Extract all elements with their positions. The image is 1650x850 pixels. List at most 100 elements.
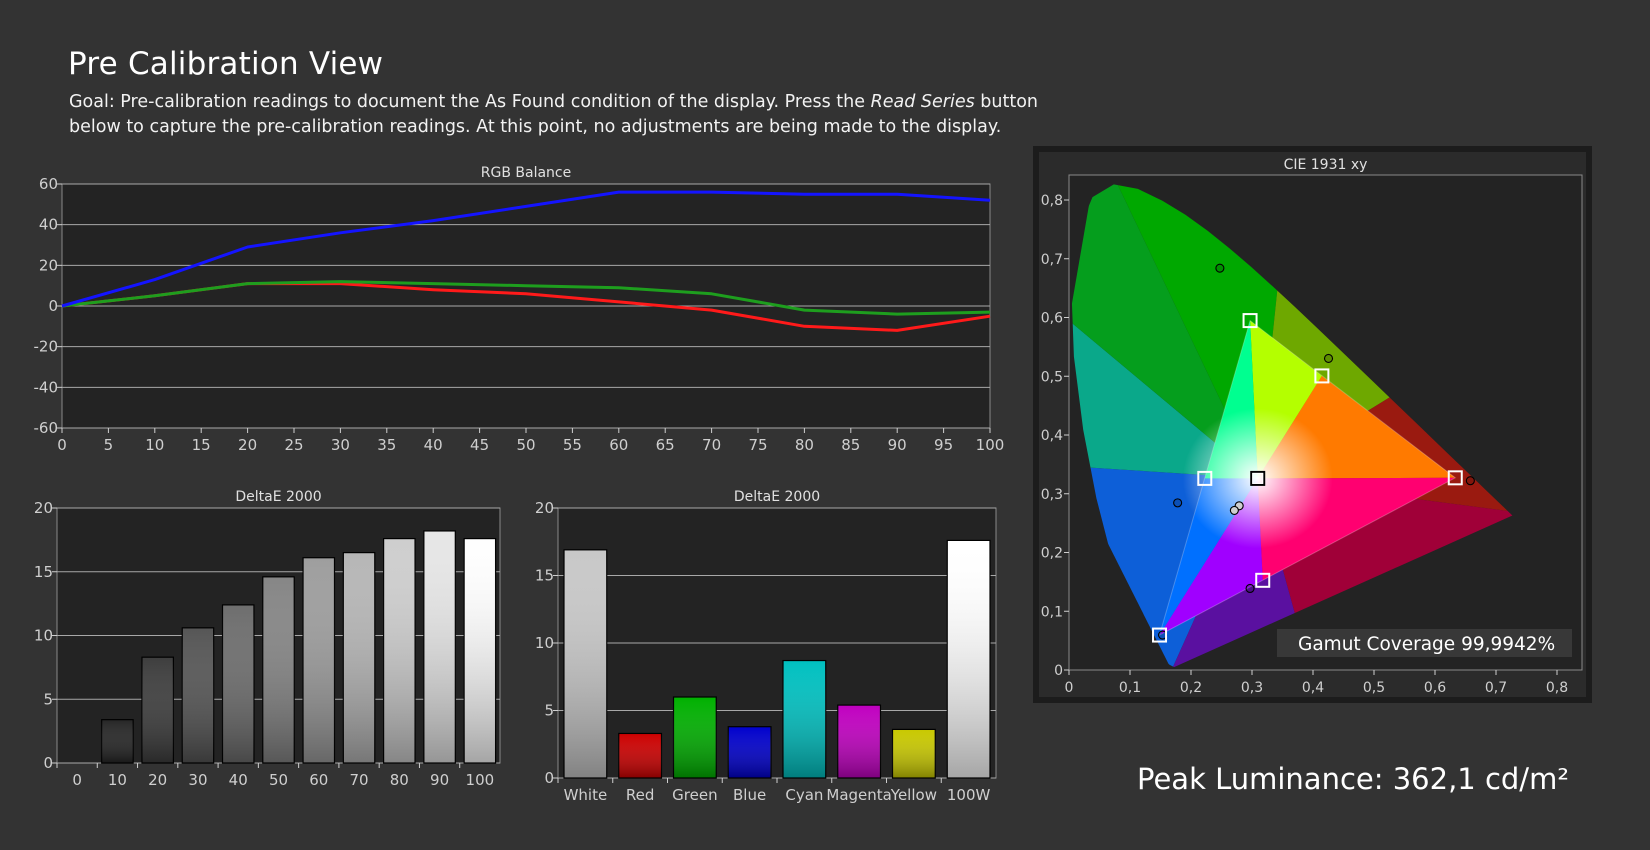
grayscale-x-tick-label: 70 [349, 771, 368, 789]
colors-bar-shade [892, 729, 936, 778]
colors-x-tick-label: Cyan [785, 786, 823, 804]
cie-y-tick-label: 0,3 [1041, 487, 1063, 503]
cie-y-tick-label: 0,7 [1041, 252, 1063, 268]
grayscale-y-tick-label: 10 [34, 627, 53, 645]
cie-target-point [1447, 470, 1463, 486]
colors-bar-shade [728, 726, 771, 778]
rgb-x-tick-label: 10 [145, 436, 164, 454]
grayscale-x-tick-label: 0 [72, 771, 82, 789]
gamut-coverage-text: Gamut Coverage 99,9942% [1298, 634, 1555, 655]
grayscale-x-tick-label: 50 [269, 771, 288, 789]
grayscale-bar-shade [423, 530, 456, 763]
goal-emphasis: Read Series [870, 92, 975, 112]
grayscale-bar-shade [141, 657, 174, 763]
colors-x-tick-label: White [564, 786, 608, 804]
colors-bar-shade [947, 540, 990, 778]
colors-x-tick-label: 100W [947, 786, 991, 804]
peak-luminance: Peak Luminance: 362,1 cd/m² [1137, 762, 1569, 796]
colors-y-tick-label: 10 [535, 634, 554, 652]
gamut-coverage-box [1277, 629, 1572, 657]
cie-y-tick-label: 0,8 [1041, 193, 1063, 209]
rgb-x-tick-label: 50 [516, 436, 535, 454]
cie-x-tick-label: 0,6 [1424, 680, 1446, 696]
grayscale-x-tick-label: 60 [309, 771, 328, 789]
cie-y-tick-label: 0,4 [1041, 428, 1063, 444]
colors-x-tick-label: Yellow [890, 786, 937, 804]
rgb-x-tick-label: 25 [284, 436, 303, 454]
grayscale-bar-shade [464, 538, 496, 763]
grayscale-y-tick-label: 5 [43, 690, 53, 708]
grayscale-x-tick-label: 30 [188, 771, 207, 789]
cie-x-tick-label: 0,7 [1485, 680, 1507, 696]
cie-x-tick-label: 0,8 [1546, 680, 1568, 696]
cie-x-tick-label: 0,4 [1302, 680, 1324, 696]
cie-gamut-triangle [1158, 319, 1457, 637]
grayscale-y-tick-label: 15 [34, 563, 53, 581]
colors-y-tick-label: 0 [544, 769, 554, 787]
grayscale-bar-shade [182, 627, 214, 763]
rgb-series-line [61, 190, 991, 308]
cie-x-tick-label: 0,1 [1119, 680, 1141, 696]
cie-x-tick-label: 0,3 [1241, 680, 1263, 696]
cie-target-point [1255, 572, 1271, 588]
colors-y-tick-label: 20 [535, 499, 554, 517]
cie-x-tick-label: 0 [1065, 680, 1074, 696]
cie-measured-point [1323, 353, 1334, 363]
colors-x-tick-label: Magenta [826, 786, 891, 804]
rgb-x-tick-label: 100 [976, 436, 1005, 454]
rgb-x-tick-label: 20 [238, 436, 257, 454]
cie-measured-point [1229, 505, 1239, 515]
cie-target-point [1152, 627, 1168, 643]
rgb-x-tick-label: 5 [104, 436, 114, 454]
grayscale-chart-title: DeltaE 2000 [235, 489, 321, 505]
colors-bar-shade [783, 660, 826, 778]
grayscale-bar-shade [343, 552, 375, 763]
cie-locus-region [1071, 184, 1258, 479]
grayscale-bar-shade [101, 719, 134, 763]
cie-measured-point [1215, 263, 1225, 273]
cie-white-glow [1182, 408, 1333, 549]
cie-measured-point [1173, 498, 1183, 508]
goal-suffix: button below to capture the pre-calibrat… [69, 92, 1039, 137]
cie-target-point-inner [1252, 472, 1264, 484]
grayscale-x-tick-label: 10 [108, 771, 127, 789]
rgb-x-tick-label: 45 [470, 436, 489, 454]
cie-target-point [1250, 470, 1266, 486]
colors-bar-shade [564, 549, 607, 778]
grayscale-bar-shade [383, 538, 416, 763]
rgb-y-tick-label: -40 [34, 378, 59, 396]
rgb-x-tick-label: 35 [377, 436, 396, 454]
rgb-x-tick-label: 60 [609, 436, 628, 454]
rgb-x-tick-label: 85 [841, 436, 860, 454]
grayscale-x-tick-label: 90 [430, 771, 449, 789]
colors-x-tick-label: Red [626, 786, 655, 804]
grayscale-y-tick-label: 0 [43, 754, 53, 772]
rgb-x-tick-label: 30 [331, 436, 350, 454]
cie-target-point [1197, 470, 1213, 486]
colors-x-tick-label: Blue [733, 786, 766, 804]
colors-x-tick-label: Green [672, 786, 717, 804]
rgb-chart-title: RGB Balance [481, 165, 571, 181]
rgb-x-tick-label: 75 [748, 436, 767, 454]
grayscale-y-tick-label: 20 [34, 499, 53, 517]
colors-bar-shade [837, 705, 881, 778]
cie-1931-chart: CIE 1931 xy 0,8 0,7 0,6 0,5 0,4 0,3 0,2 0,1 00 0,1… [1033, 146, 1592, 703]
rgb-x-tick-label: 40 [424, 436, 443, 454]
colors-bar-shade [618, 733, 662, 778]
rgb-x-tick-label: 55 [563, 436, 582, 454]
cie-x-tick-label: 0,2 [1180, 680, 1202, 696]
rgb-y-tick-label: 40 [39, 216, 58, 234]
cie-measured-point [1465, 476, 1475, 486]
grayscale-x-tick-label: 80 [390, 771, 409, 789]
goal-text: Goal: Pre-calibration readings to docume… [69, 90, 1089, 140]
colors-y-tick-label: 5 [544, 702, 554, 720]
cie-chart-title: CIE 1931 xy [1284, 157, 1368, 173]
grayscale-bar-shade [262, 576, 295, 763]
rgb-y-tick-label: 0 [48, 297, 58, 315]
rgb-y-tick-label: -60 [34, 419, 59, 437]
rgb-x-tick-label: 70 [702, 436, 721, 454]
rgb-x-tick-label: 90 [888, 436, 907, 454]
cie-y-tick-label: 0,5 [1041, 369, 1063, 385]
colors-bar-shade [673, 697, 717, 778]
